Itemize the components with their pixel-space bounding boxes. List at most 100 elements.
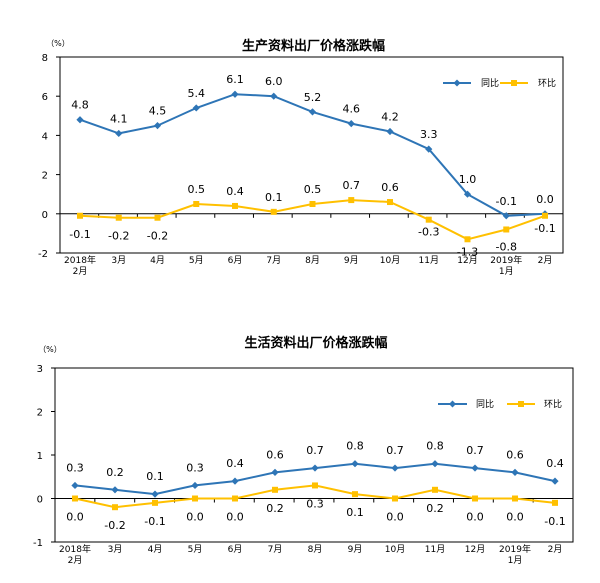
data-point-marker [270, 208, 277, 215]
data-label: 0.4 [226, 185, 244, 198]
y-tick-label: 0 [42, 210, 48, 221]
x-tick-label: 8月 [305, 255, 320, 266]
data-label: 6.0 [265, 75, 283, 88]
data-label: 1.0 [459, 173, 477, 186]
data-point-marker [115, 214, 122, 221]
data-label: 0.3 [186, 461, 204, 474]
legend-label-yoy: 同比 [476, 398, 494, 410]
data-label: 0.1 [346, 506, 364, 519]
data-point-marker [502, 212, 510, 220]
data-point-marker [425, 216, 432, 223]
data-label: 4.5 [149, 105, 167, 118]
series-mom: 0.0 -0.2 -0.1 0.0 0.0 0.2 0.3 0.1 0.0 0.2 0.0 0.0 -0… [66, 482, 566, 532]
data-label: 0.0 [66, 511, 84, 524]
data-point-marker [392, 495, 398, 502]
data-label: 4.2 [381, 110, 399, 123]
data-label: -0.8 [496, 240, 517, 253]
data-label: 0.8 [346, 440, 364, 453]
data-label: 0.1 [146, 470, 164, 483]
y-tick-label: 4 [42, 131, 48, 142]
data-point-marker [347, 120, 355, 128]
data-point-marker [271, 468, 279, 476]
data-point-marker [471, 464, 479, 472]
data-label: 0.7 [466, 444, 484, 457]
x-tick-label-second-line: 1月 [499, 266, 514, 277]
x-tick-label: 8月 [308, 544, 323, 555]
y-tick-label: 1 [37, 451, 43, 462]
data-point-marker [503, 226, 510, 233]
x-tick-label-second-line: 2月 [68, 555, 83, 566]
data-point-marker [270, 92, 278, 100]
x-tick-label: 5月 [189, 255, 204, 266]
data-point-marker [191, 481, 199, 490]
x-tick-label: 10月 [385, 544, 405, 555]
x-tick-label: 4月 [148, 544, 163, 555]
data-label: 0.0 [386, 511, 404, 524]
x-tick-label: 2月 [538, 255, 553, 266]
legend-label-yoy: 同比 [481, 77, 499, 89]
data-point-marker [152, 499, 158, 506]
legend-marker-yoy [453, 79, 461, 87]
data-label: 0.6 [266, 448, 284, 461]
data-point-marker [431, 460, 439, 468]
x-tick-label: 9月 [344, 255, 359, 266]
data-point-marker [348, 197, 355, 204]
data-point-marker [76, 116, 84, 124]
x-tick-label: 3月 [108, 544, 123, 555]
x-tick-label-second-line: 1月 [508, 555, 523, 566]
y-tick-label: 0 [37, 495, 43, 506]
x-tick-label: 6月 [228, 544, 243, 555]
data-label: 3.3 [420, 128, 438, 141]
y-tick-label: 2 [37, 408, 43, 419]
data-point-marker [272, 486, 278, 493]
data-point-marker [351, 460, 359, 468]
data-point-marker [151, 490, 159, 498]
legend-label-mom: 环比 [544, 398, 562, 410]
data-point-marker [308, 108, 317, 116]
data-label: 0.1 [265, 191, 283, 204]
data-point-marker [542, 212, 548, 219]
data-label: -0.2 [147, 230, 168, 243]
data-label: -0.1 [496, 195, 517, 208]
data-point-marker [425, 145, 433, 153]
y-tick-label: 6 [42, 92, 48, 103]
y-tick-label: 3 [37, 364, 43, 375]
data-label: 0.4 [546, 457, 564, 470]
x-tick-label: 2018年 [59, 543, 91, 555]
data-label: 0.5 [188, 183, 206, 196]
data-point-marker [552, 499, 558, 506]
data-label: 6.1 [226, 73, 244, 86]
data-point-marker [192, 495, 198, 502]
data-point-marker [231, 90, 239, 98]
data-label: 0.8 [426, 440, 444, 453]
data-point-marker [232, 495, 238, 502]
y-tick-label: 2 [42, 171, 48, 182]
x-tick-label: 7月 [266, 255, 281, 266]
series-yoy: 4.8 4.1 4.5 5.4 6.1 6.0 5.2 4.6 4.2 3.3 1.0 -0.1 0.0 [71, 73, 554, 220]
data-point-marker [232, 202, 238, 209]
data-point-marker [312, 482, 318, 489]
data-label: -0.1 [144, 515, 165, 528]
x-tick-label: 11月 [425, 544, 445, 555]
series-mom: -0.1 -0.2 -0.2 0.5 0.4 0.1 0.5 0.7 0.6 -0.3 -1.3 -0… [69, 179, 555, 258]
data-label: 4.1 [110, 112, 128, 125]
x-tick-label: 2019年 [499, 543, 531, 555]
data-label: 5.4 [188, 87, 206, 100]
data-label: 5.2 [304, 91, 322, 104]
data-point-marker [111, 486, 119, 494]
data-label: 0.0 [226, 511, 244, 524]
chart-title: 生活资料出厂价格涨跌幅 [244, 335, 387, 351]
x-tick-label: 12月 [465, 544, 485, 555]
y-tick-label: 8 [42, 53, 48, 64]
data-point-marker [512, 495, 518, 502]
y-tick-label: -2 [38, 249, 48, 260]
x-tick-label-second-line: 2月 [73, 266, 88, 277]
data-point-marker [112, 504, 118, 511]
x-tick-label: 12月 [457, 255, 477, 266]
data-point-marker [77, 212, 83, 219]
x-tick-label: 5月 [188, 544, 203, 555]
data-label: 0.2 [266, 502, 284, 515]
data-point-marker [386, 127, 394, 136]
